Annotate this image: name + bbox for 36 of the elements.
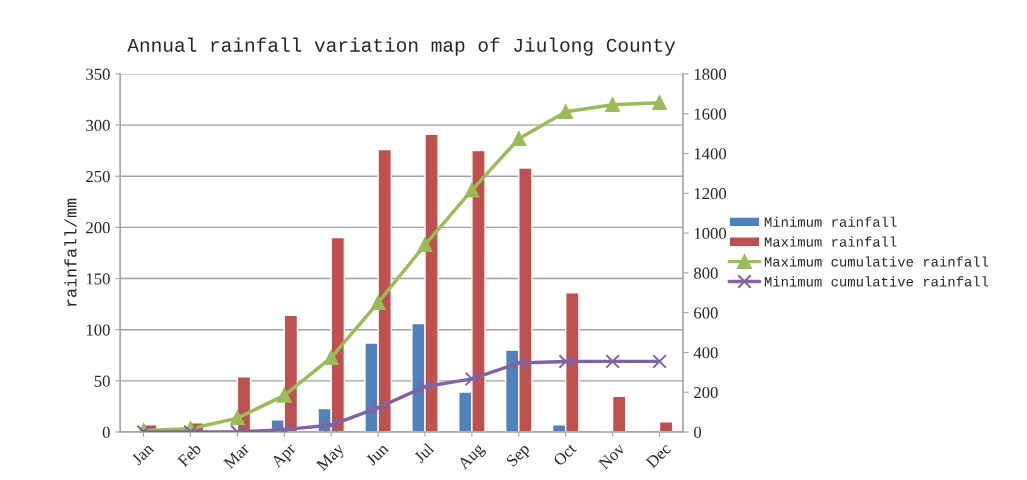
y2-tick-label: 600	[694, 307, 718, 319]
y-tick-label: 50	[94, 375, 110, 387]
y-tick-label: 150	[86, 273, 110, 285]
y2-tick-label: 1200	[694, 187, 727, 200]
x-tick-label: Oct	[552, 442, 578, 467]
x-tick-label: Sep	[505, 442, 533, 470]
y-tick-label: 200	[86, 222, 110, 234]
x-tick-label: Jul	[413, 441, 435, 464]
x-tick-label: Feb	[176, 442, 202, 468]
legend-label: Minimum rainfall	[764, 216, 897, 227]
y-tick-label: 250	[86, 170, 110, 183]
y2-tick-label: 400	[693, 347, 718, 359]
y2-tick-label: 1800	[694, 68, 727, 80]
x-tick-label: Apr	[270, 442, 299, 471]
legend-label: Maximum rainfall	[764, 236, 897, 247]
x-tick-label: Jan	[131, 442, 155, 466]
x-tick-label: Mar	[223, 442, 251, 470]
x-tick-label: Nov	[597, 442, 626, 470]
x-tick-label: Dec	[645, 442, 672, 469]
legend-label: Minimum cumulative rainfall	[764, 276, 989, 287]
x-tick-label: May	[315, 442, 348, 474]
y-tick-label: 350	[86, 68, 110, 80]
y2-tick-label: 800	[694, 267, 718, 279]
y2-tick-label: 200	[694, 386, 718, 399]
y-tick-label: 0	[102, 426, 110, 438]
y2-tick-label: 0	[694, 426, 702, 438]
y2-tick-label: 1600	[694, 108, 727, 120]
x-tick-label: Aug	[456, 442, 488, 473]
legend-label: Maximum cumulative rainfall	[764, 256, 989, 267]
chart-title: Annual rainfall variation map of Jiulong County	[127, 37, 676, 56]
x-tick-label: Jun	[365, 442, 390, 467]
y2-tick-label: 1400	[694, 148, 727, 160]
y-tick-label: 300	[86, 119, 110, 132]
y-tick-label: 100	[86, 324, 110, 336]
y-axis-title: rainfall/mm	[64, 198, 77, 307]
y2-tick-label: 1000	[694, 227, 727, 240]
